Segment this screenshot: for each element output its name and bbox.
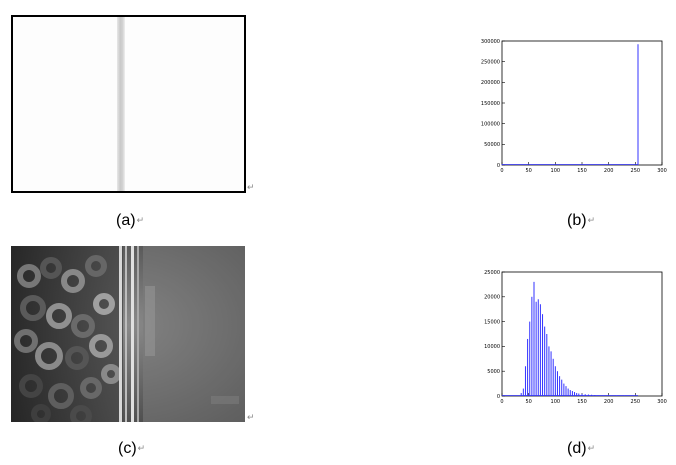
histogram-d-y-tick-label: 15000: [484, 319, 500, 325]
histogram-b-y-tick-label: 200000: [481, 80, 500, 86]
caption-b-mark: ↵: [587, 215, 596, 226]
caption-d: (d)↵: [567, 440, 595, 458]
histogram-b-y-tick-label: 300000: [481, 39, 500, 45]
histogram-b-x-tick-label: 200: [604, 168, 614, 174]
caption-a-mark: ↵: [136, 215, 145, 226]
histogram-d-plot-frame: [501, 271, 663, 397]
histogram-d-y-tick-label: 25000: [484, 270, 500, 276]
caption-c-label: (c): [118, 440, 137, 457]
histogram-b-y-tick-label: 250000: [481, 59, 500, 65]
caption-d-label: (d): [567, 440, 587, 457]
histogram-d-y-tick-label: 5000: [487, 369, 500, 375]
histogram-d-y-tick-label: 0: [497, 394, 500, 400]
histogram-d-y-tick-label: 20000: [484, 295, 500, 301]
histogram-b-y-tick-label: 0: [497, 163, 500, 169]
histogram-b-x-tick-label: 100: [551, 168, 561, 174]
histogram-d-x-tick-label: 50: [525, 399, 531, 405]
histogram-d-y-tick-label: 10000: [484, 344, 500, 350]
caption-d-mark: ↵: [587, 443, 596, 454]
histogram-d-x-tick-label: 300: [657, 399, 667, 405]
image-a-stripe: [117, 17, 125, 191]
caption-a: (a)↵: [116, 212, 144, 230]
image-a: [11, 15, 246, 193]
image-c-content: [11, 246, 245, 422]
histogram-b-x-tick-label: 250: [631, 168, 641, 174]
paragraph-mark-c: ↵: [247, 412, 255, 422]
histogram-d-x-tick-label: 100: [551, 399, 561, 405]
caption-c: (c)↵: [118, 440, 145, 458]
histogram-b-y-tick-label: 50000: [484, 142, 500, 148]
histogram-d: 0 50 100 150 200 250 300 0 5000 10000 15000 20000 25…: [484, 270, 667, 405]
caption-b-label: (b): [567, 212, 587, 229]
caption-a-label: (a): [116, 212, 136, 229]
histogram-d-x-tick-label: 250: [631, 399, 641, 405]
histogram-b-x-tick-label: 150: [577, 168, 587, 174]
image-c: [11, 246, 245, 422]
histogram-d-x-tick-label: 150: [577, 399, 587, 405]
histogram-b-y-tick-label: 100000: [481, 121, 500, 127]
histogram-b-x-tick-label: 0: [500, 168, 503, 174]
histogram-d-x-tick-label: 200: [604, 399, 614, 405]
image-c-rails: [119, 246, 139, 422]
histogram-b-x-tick-label: 50: [525, 168, 531, 174]
histogram-d-x-tick-label: 0: [500, 399, 503, 405]
histogram-b-x-tick-label: 300: [657, 168, 667, 174]
histogram-b: 0 50 100 150 200 250 300 0 50000 100000 150000 2000…: [481, 39, 667, 174]
image-c-washers: [14, 255, 121, 422]
caption-c-mark: ↵: [137, 443, 146, 454]
paragraph-mark-a: ↵: [247, 182, 255, 192]
caption-b: (b)↵: [567, 212, 595, 230]
histogram-b-y-tick-label: 150000: [481, 101, 500, 107]
